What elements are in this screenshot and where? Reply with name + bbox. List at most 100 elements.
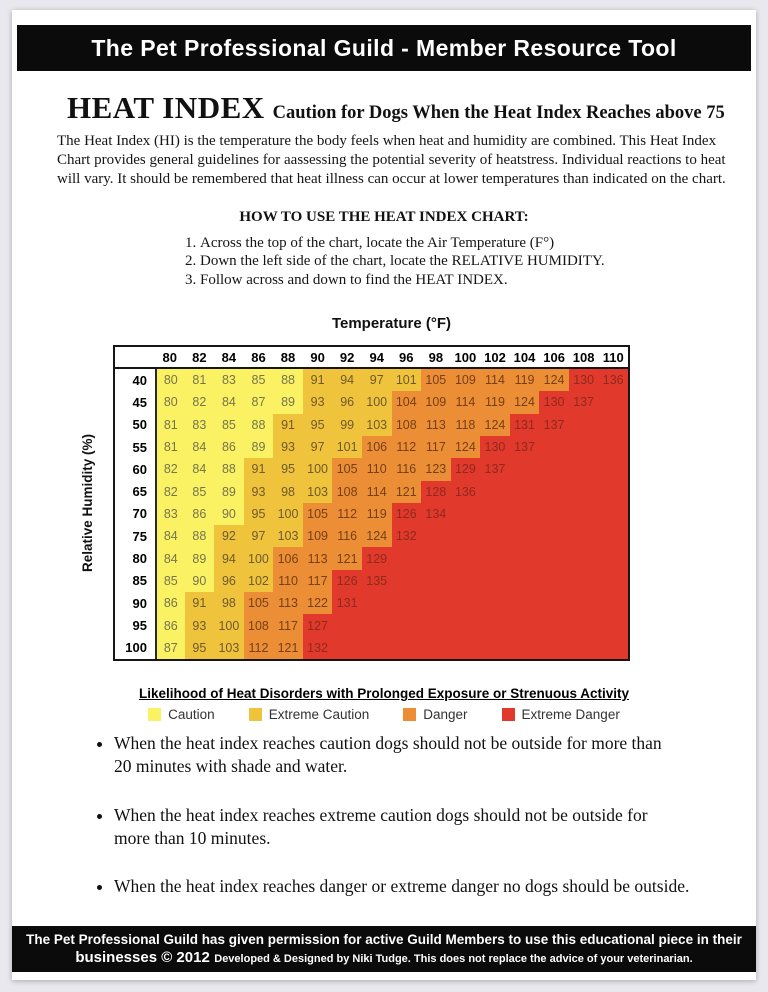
heat-cell: 112 — [391, 435, 422, 459]
temperature-axis-label: Temperature (°F) — [331, 315, 452, 332]
heat-cell: 95 — [184, 636, 215, 659]
heat-cell — [509, 636, 540, 659]
heat-cell: 85 — [243, 369, 274, 392]
heat-cell — [421, 547, 451, 570]
heat-cell: 122 — [302, 592, 333, 615]
howto-step: Across the top of the chart, locate the … — [200, 234, 605, 252]
heat-cell: 121 — [273, 636, 303, 659]
heat-cell — [332, 636, 362, 659]
footer-line2-small: Developed & Designed by Niki Tudge. This… — [214, 952, 693, 965]
heat-cell: 92 — [214, 525, 244, 548]
heat-cell: 108 — [243, 614, 274, 637]
heat-cell: 81 — [184, 369, 215, 392]
heat-cell: 112 — [243, 636, 274, 659]
heat-cell: 109 — [450, 369, 481, 392]
heat-cell: 103 — [214, 636, 244, 659]
heat-cell: 97 — [361, 369, 392, 392]
heat-cell — [480, 569, 510, 593]
heat-cell: 109 — [421, 391, 451, 414]
heat-cell: 86 — [184, 502, 215, 526]
legend-label: Caution — [168, 707, 215, 722]
heat-cell — [509, 458, 540, 481]
heat-cell: 82 — [184, 391, 215, 414]
heading-sub: Caution for Dogs When the Heat Index Rea… — [272, 103, 725, 123]
heat-cell — [480, 636, 510, 659]
bullet-item: When the heat index reaches danger or ex… — [114, 875, 762, 898]
heat-cell: 132 — [391, 525, 422, 548]
header-banner: The Pet Professional Guild - Member Reso… — [17, 25, 751, 71]
humidity-row-label: 45 — [132, 394, 147, 410]
heat-cell: 119 — [509, 369, 540, 392]
heat-cell — [480, 525, 510, 548]
heat-cell: 98 — [273, 480, 303, 503]
heat-cell: 126 — [391, 502, 422, 526]
temp-header-cell: 98 — [421, 347, 451, 369]
page-title: HEAT INDEX Caution for Dogs When the Heat… — [67, 90, 726, 126]
heat-cell: 114 — [450, 391, 481, 414]
heat-cell: 89 — [184, 547, 215, 570]
heat-cell: 130 — [568, 369, 599, 392]
heat-cell: 95 — [273, 458, 303, 481]
heat-cell — [450, 525, 481, 548]
heat-cell — [421, 592, 451, 615]
heat-cell: 137 — [480, 458, 510, 481]
humidity-row-label: 65 — [132, 484, 147, 500]
legend-label: Danger — [423, 707, 468, 722]
heat-cell — [568, 547, 599, 570]
heat-cell: 106 — [361, 435, 392, 459]
heat-cell — [568, 636, 599, 659]
heat-cell: 85 — [155, 569, 185, 593]
heat-cell: 98 — [214, 592, 244, 615]
legend-swatch — [501, 708, 515, 721]
howto-title: HOW TO USE THE HEAT INDEX CHART: — [239, 209, 529, 225]
heat-cell — [391, 614, 422, 637]
humidity-row-label: 50 — [132, 417, 147, 433]
howto-step: Follow across and down to find the HEAT … — [200, 271, 605, 289]
heat-cell — [539, 547, 569, 570]
humidity-row-label: 85 — [132, 573, 147, 589]
temp-header-cell: 104 — [509, 347, 540, 369]
heat-cell: 86 — [155, 614, 185, 637]
banner-title: The Pet Professional Guild - Member Reso… — [91, 34, 677, 61]
heat-cell — [450, 502, 481, 526]
legend-label: Extreme Danger — [521, 707, 620, 722]
heat-cell: 128 — [421, 480, 451, 503]
heat-cell: 136 — [450, 480, 481, 503]
humidity-row-label: 100 — [125, 640, 147, 656]
heat-cell — [539, 502, 569, 526]
heat-cell: 103 — [361, 413, 392, 436]
temp-header-cell: 106 — [539, 347, 569, 369]
heat-cell: 124 — [361, 525, 392, 548]
heat-cell: 137 — [509, 435, 540, 459]
heat-cell: 95 — [243, 502, 274, 526]
legend-item: Caution — [148, 707, 215, 722]
table-corner-cell — [115, 347, 155, 369]
heat-cell: 113 — [421, 413, 451, 436]
heat-cell: 96 — [332, 391, 362, 414]
heat-cell: 124 — [480, 413, 510, 436]
heat-cell: 87 — [155, 636, 185, 659]
heat-cell: 95 — [302, 413, 333, 436]
temp-header-cell: 88 — [273, 347, 303, 369]
heat-cell: 137 — [568, 391, 599, 414]
heat-cell: 91 — [302, 369, 333, 392]
heat-cell — [539, 525, 569, 548]
heat-cell — [568, 614, 599, 637]
heat-cell — [539, 614, 569, 637]
heat-cell: 114 — [361, 480, 392, 503]
heat-cell: 93 — [243, 480, 274, 503]
heat-cell: 88 — [214, 458, 244, 481]
heat-cell: 101 — [391, 369, 422, 392]
heat-cell: 105 — [421, 369, 451, 392]
heat-cell: 124 — [450, 435, 481, 459]
heat-cell — [450, 614, 481, 637]
heat-cell — [509, 547, 540, 570]
heat-cell — [598, 502, 628, 526]
heat-cell: 84 — [184, 435, 215, 459]
heat-cell: 117 — [302, 569, 333, 593]
heat-cell: 130 — [480, 435, 510, 459]
heat-cell: 93 — [184, 614, 215, 637]
heat-cell — [598, 569, 628, 593]
heat-cell — [598, 458, 628, 481]
heat-cell: 90 — [184, 569, 215, 593]
